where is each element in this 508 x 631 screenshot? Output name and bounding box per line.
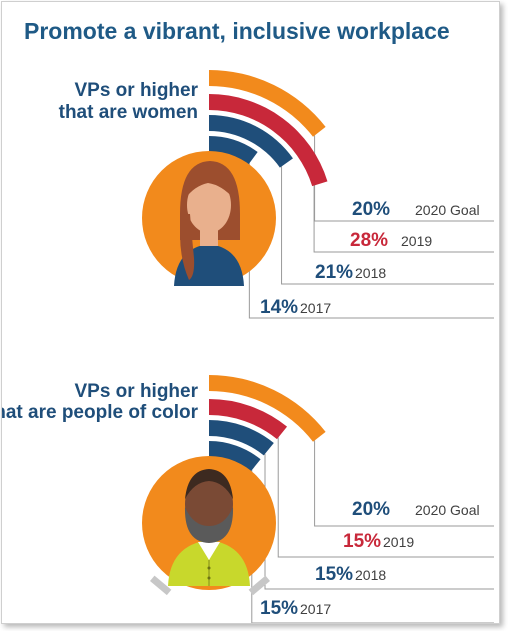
radial-bar-2020-goal [209, 70, 326, 137]
radial-bar-2019 [209, 399, 288, 440]
series-2020-goal: 20% 2020 Goal [352, 499, 480, 520]
value-rings-women [209, 70, 494, 319]
chart-canvas: Promote a vibrant, inclusive workplace V… [2, 18, 494, 623]
panel-people-of-color-label-line1: VPs or higher [74, 381, 198, 402]
panel-women-label-line1: VPs or higher [74, 80, 198, 101]
bearded-man-avatar-icon [142, 456, 276, 596]
value-label: 15% [343, 531, 381, 552]
year-label: 2020 Goal [415, 202, 480, 218]
series-2018: 15% 2018 [315, 564, 386, 585]
infographic-frame: Promote a vibrant, inclusive workplace V… [1, 1, 500, 624]
chart-title: Promote a vibrant, inclusive workplace [24, 18, 450, 44]
year-label: 2018 [355, 567, 386, 583]
woman-avatar-icon [142, 151, 276, 286]
radial-bar-2018 [209, 115, 293, 168]
callout-line [277, 437, 494, 558]
series-2017: 15% 2017 [260, 598, 331, 619]
panel-women: VPs or higher that are women 20% 2020 Go… [59, 70, 494, 319]
panel-women-label-line2: that are women [59, 102, 198, 123]
value-label: 14% [260, 297, 298, 318]
radial-bar-2017 [209, 136, 258, 165]
year-label: 2017 [300, 601, 331, 617]
value-label: 15% [315, 564, 353, 585]
radial-bar-2019 [209, 94, 328, 187]
radial-bar-2020-goal [209, 375, 326, 442]
series-2018: 21% 2018 [315, 262, 386, 283]
callout-line [314, 440, 494, 527]
value-label: 20% [352, 499, 390, 520]
series-2019: 15% 2019 [343, 531, 414, 552]
series-2017: 14% 2017 [260, 297, 331, 318]
series-2019: 28% 2019 [350, 230, 432, 251]
year-label: 2018 [355, 265, 386, 281]
value-label: 28% [350, 230, 388, 251]
panel-people-of-color-label-line2: that are people of color [2, 402, 199, 423]
value-label: 21% [315, 262, 353, 283]
year-label: 2020 Goal [415, 502, 480, 518]
value-label: 15% [260, 598, 298, 619]
year-label: 2019 [383, 534, 414, 550]
series-2020-goal: 20% 2020 Goal [352, 199, 480, 220]
value-label: 20% [352, 199, 390, 220]
radial-bar-2017 [209, 441, 261, 472]
radial-bar-2018 [209, 420, 274, 456]
panel-people-of-color: VPs or higher that are people of color 2… [2, 375, 494, 623]
year-label: 2017 [300, 300, 331, 316]
callout-line [281, 166, 494, 285]
callout-line [313, 185, 494, 253]
year-label: 2019 [401, 233, 432, 249]
